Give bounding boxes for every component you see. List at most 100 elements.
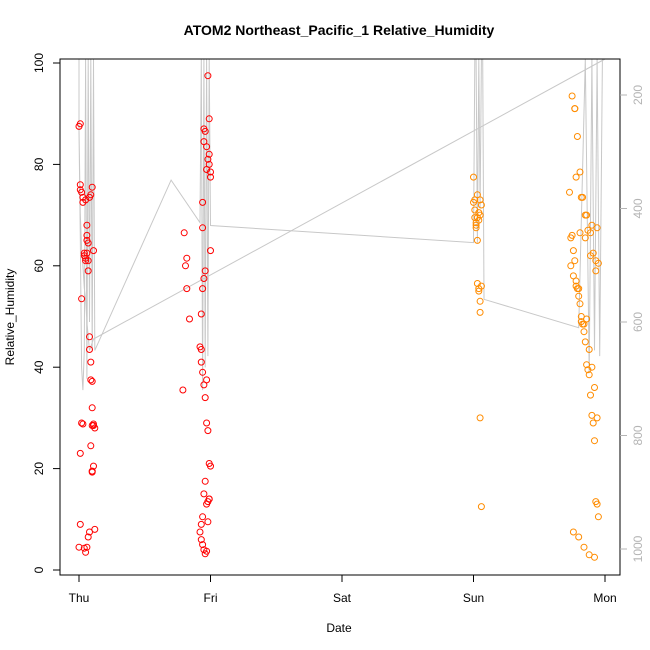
data-point-series-1 [199, 368, 207, 376]
data-point-series-1 [83, 249, 91, 257]
data-point-series-1 [78, 188, 86, 196]
data-point-series-1 [197, 536, 205, 544]
data-point-series-2 [569, 272, 577, 280]
data-point-series-2 [473, 214, 481, 222]
data-point-series-2 [571, 257, 579, 265]
data-point-series-2 [580, 543, 588, 551]
data-point-series-1 [203, 419, 211, 427]
data-point-series-2 [568, 92, 576, 100]
data-point-series-2 [585, 346, 593, 353]
data-point-series-2 [581, 338, 589, 346]
data-point-series-1 [203, 547, 211, 555]
data-point-series-2 [572, 173, 580, 181]
y-tick-label: 40 [32, 360, 46, 374]
data-point-series-1 [88, 404, 96, 412]
data-point-series-2 [580, 328, 588, 336]
data-point-series-1 [199, 285, 207, 293]
data-point-series-2 [470, 173, 477, 181]
data-point-series-1 [84, 533, 92, 541]
data-point-series-2 [472, 224, 480, 232]
data-point-series-2 [476, 308, 484, 316]
data-point-series-1 [179, 386, 187, 394]
x-tick-label: Fri [204, 591, 218, 605]
data-point-series-1 [199, 541, 207, 549]
data-point-series-1 [88, 183, 96, 191]
data-point-series-1 [84, 257, 92, 265]
data-point-series-1 [199, 224, 207, 232]
data-point-series-2 [477, 282, 485, 290]
data-point-series-2 [577, 193, 585, 201]
data-point-series-1 [197, 358, 205, 366]
data-point-series-2 [566, 188, 573, 196]
data-point-series-1 [86, 333, 93, 341]
data-point-series-2 [477, 503, 485, 511]
data-point-series-2 [576, 229, 584, 237]
data-point-series-1 [197, 520, 205, 528]
data-point-series-1 [87, 191, 95, 199]
data-point-series-1 [207, 247, 214, 255]
data-point-series-1 [205, 150, 213, 158]
data-point-series-2 [581, 234, 589, 242]
right-axis: 200 400 600 800 1000 [620, 85, 645, 562]
data-point-series-2 [575, 533, 583, 541]
data-point-series-2 [476, 414, 484, 422]
data-point-series-2 [575, 285, 583, 293]
profile-line-layer [78, 58, 606, 391]
data-point-series-2 [591, 437, 598, 445]
data-point-series-2 [571, 105, 579, 113]
data-point-series-1 [203, 166, 211, 173]
data-point-series-1 [201, 127, 209, 135]
y-tick-label: 100 [32, 53, 46, 73]
data-point-series-1 [186, 315, 193, 323]
right-tick-label: 200 [631, 85, 645, 105]
data-point-series-1 [76, 449, 84, 457]
y-axis: 0 20 40 60 80 100 [32, 53, 60, 573]
data-point-series-1 [76, 181, 84, 189]
data-point-series-2 [583, 315, 591, 323]
profile-line [78, 58, 606, 391]
data-point-series-1 [200, 490, 208, 498]
y-tick-label: 0 [32, 566, 46, 573]
x-axis: Thu Fri Sat Sun Mon [69, 575, 617, 605]
data-point-series-1 [86, 346, 93, 353]
data-point-series-1 [196, 343, 204, 351]
data-point-series-2 [591, 384, 598, 391]
data-point-series-1 [75, 543, 83, 551]
data-point-series-2 [477, 201, 485, 209]
data-point-series-1 [87, 442, 95, 450]
data-point-series-1 [183, 285, 191, 293]
data-point-series-1 [84, 267, 92, 275]
data-point-series-2 [569, 247, 577, 255]
x-tick-label: Sun [463, 591, 484, 605]
data-point-series-2 [587, 391, 594, 399]
data-point-series-2 [569, 528, 577, 536]
data-point-series-1 [80, 544, 88, 552]
data-point-series-1 [204, 518, 212, 526]
data-point-series-1 [180, 229, 188, 237]
data-point-series-1 [199, 198, 207, 206]
x-tick-label: Sat [333, 591, 352, 605]
data-point-series-1 [197, 310, 205, 318]
data-point-series-2 [591, 553, 598, 561]
right-tick-label: 1000 [631, 535, 645, 562]
data-point-series-1 [90, 420, 97, 428]
data-point-series-1 [82, 257, 90, 265]
data-point-series-1 [205, 115, 213, 123]
x-axis-label: Date [326, 621, 352, 635]
data-point-series-1 [78, 295, 86, 303]
data-point-series-2 [588, 363, 596, 371]
data-point-series-2 [583, 211, 591, 219]
y-tick-label: 60 [32, 259, 46, 273]
data-point-series-2 [585, 371, 593, 379]
data-point-series-1 [200, 275, 208, 282]
data-point-series-1 [86, 528, 93, 536]
data-point-series-1 [203, 376, 211, 384]
chart-title: ATOM2 Northeast_Pacific_1 Relative_Humid… [184, 22, 495, 38]
data-point-series-1 [207, 173, 214, 181]
data-point-series-1 [80, 249, 88, 257]
data-point-series-1 [78, 419, 86, 427]
data-point-series-1 [199, 513, 207, 521]
data-point-series-1 [88, 468, 96, 476]
y-axis-label: Relative_Humidity [3, 269, 17, 366]
